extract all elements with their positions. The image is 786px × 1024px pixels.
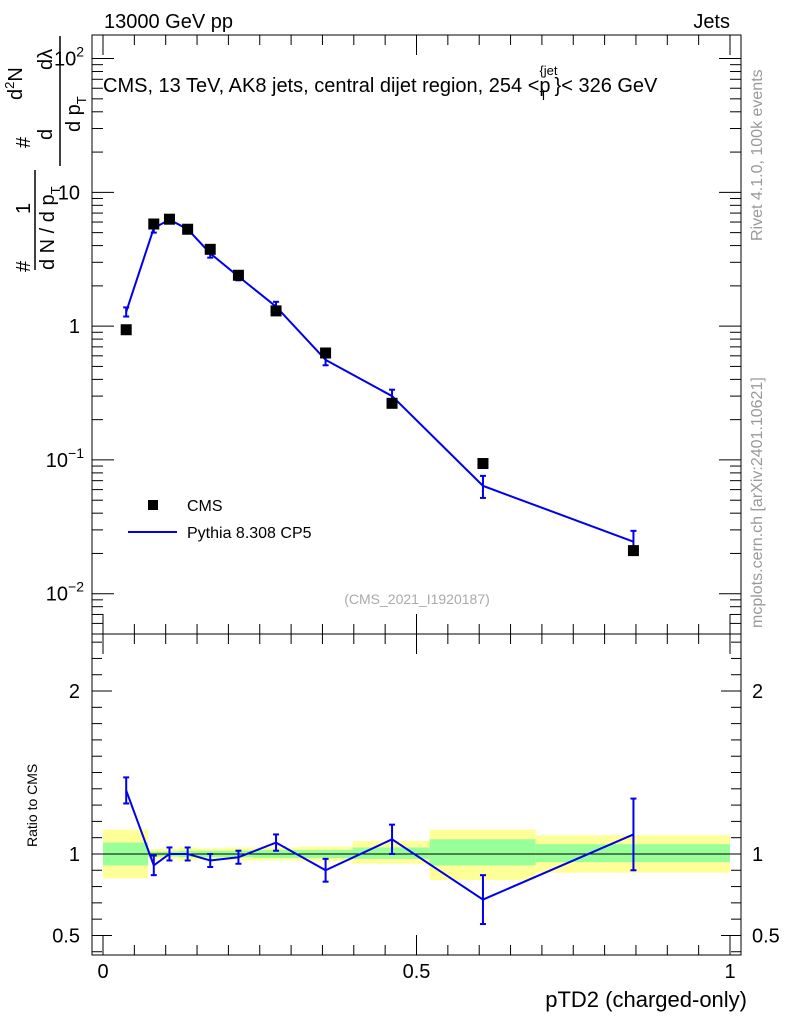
ylabel-frac2-den-tail: dλ <box>35 49 57 70</box>
legend-cms-label: CMS <box>187 498 223 515</box>
tick-label-exponent: −1 <box>68 445 84 461</box>
cms-data-point <box>232 269 244 281</box>
cms-data-point <box>148 218 160 230</box>
ratio-line <box>125 790 634 901</box>
ratio-series <box>123 776 637 926</box>
cms-data-point <box>627 545 639 557</box>
ratio-y-tick-label-left: 0.5 <box>52 925 80 947</box>
tick-label-base: 10 <box>46 450 68 472</box>
ratio-band-inner <box>429 839 536 866</box>
legend-cms-marker <box>148 500 158 510</box>
x-axis-title: pTD2 (charged-only) <box>545 987 747 1012</box>
legend-pythia-label: Pythia 8.308 CP5 <box>187 525 312 542</box>
header-jets-label: Jets <box>693 11 730 33</box>
tick-label-base: 10 <box>54 49 76 71</box>
main-series <box>120 213 639 557</box>
ratio-y-tick-label-left: 1 <box>69 844 80 866</box>
ratio-x-tick-labels: 0 0.5 1 <box>97 961 735 983</box>
ylabel-upper-d: d <box>35 129 57 140</box>
rivet-version-label: Rivet 4.1.0, 100k events <box>749 69 766 241</box>
pythia-line <box>125 218 634 543</box>
ylabel-upper-full: d2N <box>2 67 27 100</box>
cms-data-point <box>386 397 398 409</box>
ratio-y-tick-label-right: 1 <box>752 844 763 866</box>
tick-label-base: 10 <box>46 584 68 606</box>
tick-label-base: 1 <box>69 316 80 338</box>
cms-data-point <box>204 243 216 255</box>
chart-title: CMS, 13 TeV, AK8 jets, central dijet reg… <box>103 63 658 103</box>
analysis-watermark: (CMS_2021_I1920187) <box>344 591 490 607</box>
chart-title-sub: T <box>540 88 548 103</box>
ratio-x-ticks <box>102 634 731 955</box>
ylabel-upper: d <box>35 129 57 140</box>
cms-data-point <box>477 458 489 470</box>
ratio-y-ticks <box>92 641 741 953</box>
ratio-y-axis-label: Ratio to CMS <box>24 764 40 847</box>
cms-data-point <box>320 347 332 359</box>
ylabel-lower: d N / d pT <box>37 186 63 270</box>
legend: CMS Pythia 8.308 CP5 <box>128 498 312 542</box>
main-y-ticks <box>92 58 741 635</box>
main-y-tick-label: 1 <box>69 316 80 338</box>
ylabel-frac2-den-sub: T <box>74 96 89 104</box>
cms-data-point <box>182 223 194 235</box>
mcplots-label: mcplots.cern.ch [arXiv:2401.10621] <box>749 377 766 628</box>
ratio-y-tick-label-right: 0.5 <box>752 925 780 947</box>
ratio-y-tick-label-right: 2 <box>752 681 763 703</box>
tick-label-exponent: −2 <box>68 579 84 595</box>
ratio-y-tick-labels: 0.5 0.5 1 1 2 2 <box>52 681 780 947</box>
main-x-ticks <box>102 35 731 634</box>
main-frame <box>91 34 742 635</box>
header-energy-label: 13000 GeV pp <box>104 11 233 33</box>
cms-data-point <box>120 324 132 336</box>
ratio-frame <box>91 633 742 956</box>
tick-label-base: 10 <box>58 182 80 204</box>
main-y-tick-label: 10−2 <box>46 579 84 606</box>
cms-data-point <box>270 305 282 317</box>
ratio-x-tick-label: 0 <box>97 961 108 983</box>
ylabel-upper-sup: 2 <box>2 82 17 89</box>
ylabel-lower-main: d N / d p <box>37 194 59 270</box>
cms-data-point <box>163 213 175 225</box>
ratio-x-tick-label: 0.5 <box>403 961 431 983</box>
ylabel-one: 1 <box>13 203 35 214</box>
ylabel-frac2-hash: # <box>13 136 35 148</box>
main-y-axis-label: # 1 d N / d pT # d d2N d pT dλ <box>2 36 89 272</box>
tick-label-exponent: 2 <box>76 44 84 60</box>
ratio-x-tick-label: 1 <box>724 961 735 983</box>
ylabel-upper-N: N <box>5 67 27 81</box>
ylabel-frac2-den-main: d p <box>63 104 85 132</box>
main-y-tick-label: 10−1 <box>46 445 84 472</box>
ylabel-upper-d2: d <box>5 89 27 100</box>
main-y-tick-label: 10 <box>58 182 80 204</box>
chart-title-main: CMS, 13 TeV, AK8 jets, central dijet reg… <box>103 75 551 97</box>
ylabel-hash: # <box>13 260 35 272</box>
main-y-tick-label: 102 <box>54 44 84 71</box>
ratio-panel: 0.5 0.51 12 2 0 0.5 1 <box>52 633 780 983</box>
chart-title-sup: {jet <box>539 63 557 78</box>
chart-title-end: }< 326 GeV <box>555 75 659 97</box>
ylabel-lower-sub: T <box>48 186 63 194</box>
ratio-y-tick-label-left: 2 <box>69 681 80 703</box>
ylabel-frac2-den: d pT <box>63 96 89 132</box>
